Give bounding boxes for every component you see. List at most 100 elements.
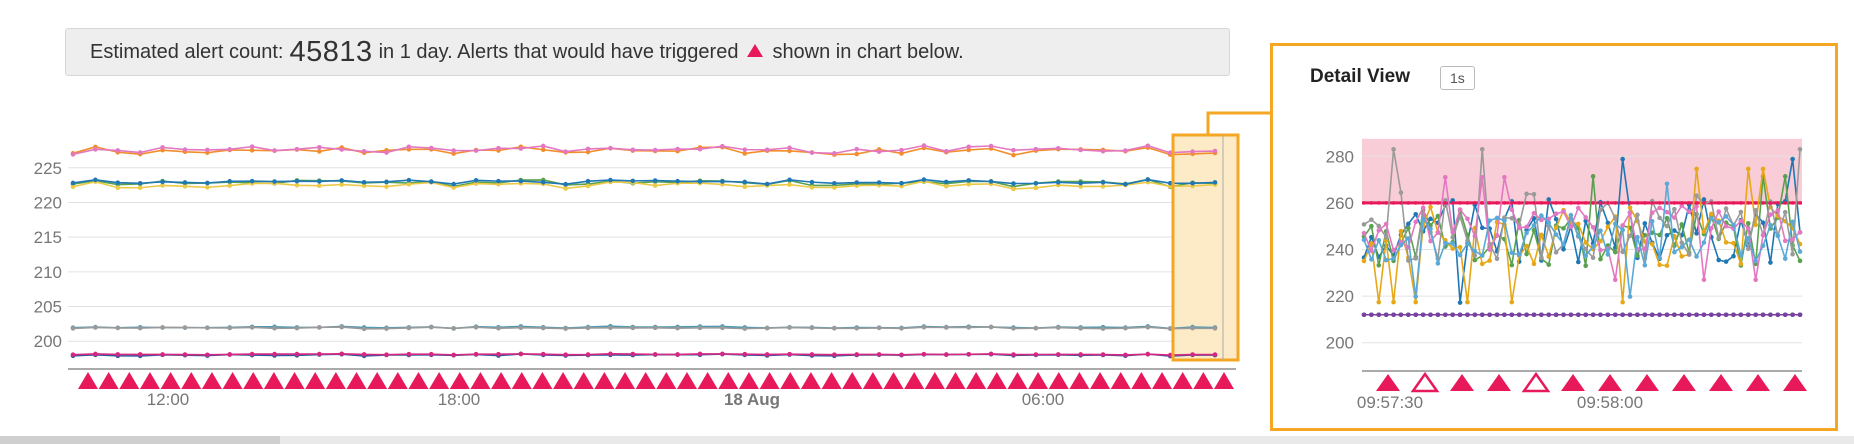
data-point — [1369, 257, 1374, 262]
data-point — [1716, 220, 1722, 225]
data-point — [1709, 225, 1714, 231]
data-point — [787, 351, 792, 357]
data-point — [1413, 219, 1419, 225]
data-point — [943, 352, 949, 357]
data-point — [1612, 216, 1618, 221]
data-point — [1212, 352, 1218, 357]
threshold-point — [1436, 201, 1440, 205]
data-point — [585, 325, 591, 331]
data-point — [294, 146, 300, 152]
scrollbar-thumb[interactable] — [0, 436, 280, 444]
data-point — [1612, 312, 1618, 318]
data-point — [854, 352, 860, 357]
threshold-point — [1369, 201, 1374, 205]
data-point — [1686, 252, 1692, 257]
data-point — [1664, 232, 1670, 238]
data-point — [1450, 235, 1455, 240]
threshold-point — [1657, 201, 1662, 205]
data-point — [1406, 258, 1411, 263]
data-point — [1033, 146, 1039, 152]
series-line — [72, 326, 1216, 330]
threshold-point — [1384, 201, 1388, 205]
data-point — [988, 351, 994, 357]
data-point — [1398, 242, 1404, 248]
data-point — [1738, 209, 1744, 215]
data-point — [1716, 209, 1722, 214]
alert-marker — [1214, 372, 1234, 389]
data-point — [1627, 294, 1633, 299]
data-point — [1679, 222, 1685, 227]
data-point — [1745, 166, 1751, 172]
data-point — [1738, 218, 1744, 224]
data-point — [1768, 312, 1773, 318]
data-point — [1790, 237, 1795, 242]
horizontal-scrollbar[interactable] — [0, 436, 1854, 444]
data-point — [1745, 226, 1751, 231]
data-point — [1561, 246, 1566, 252]
data-point — [1383, 312, 1389, 318]
data-point — [1502, 218, 1507, 223]
data-point — [1583, 263, 1588, 269]
data-point — [966, 181, 971, 187]
data-point — [1620, 299, 1625, 305]
data-point — [205, 180, 210, 186]
data-point — [1649, 210, 1655, 215]
alert-marker — [346, 372, 367, 389]
data-point — [899, 352, 904, 358]
data-point — [1642, 246, 1648, 252]
y-tick-label: 280 — [1326, 147, 1354, 166]
data-point — [473, 178, 479, 183]
alert-marker-hollow — [1521, 371, 1551, 393]
alert-marker — [1193, 372, 1214, 389]
threshold-point — [1776, 201, 1780, 205]
data-point — [1413, 299, 1419, 305]
threshold-point — [1450, 201, 1455, 205]
data-point — [1123, 181, 1128, 187]
alert-marker — [139, 372, 160, 389]
data-point — [1383, 257, 1389, 263]
data-point — [1516, 252, 1522, 258]
data-point — [1679, 240, 1685, 245]
data-point — [1790, 251, 1795, 257]
data-point — [518, 146, 524, 151]
data-point — [1701, 277, 1707, 283]
data-point — [988, 143, 994, 149]
data-point — [563, 149, 568, 154]
data-point — [1100, 326, 1106, 331]
data-point — [1539, 255, 1544, 260]
data-point — [1745, 312, 1751, 318]
data-point — [1753, 222, 1758, 228]
data-point — [1420, 205, 1426, 211]
threshold-point — [1391, 201, 1396, 205]
data-point — [1033, 352, 1039, 357]
alert-marker — [1709, 374, 1733, 391]
alert-marker — [1450, 374, 1474, 391]
data-point — [317, 325, 322, 330]
data-point — [1011, 181, 1016, 186]
data-point — [1686, 312, 1692, 318]
data-point — [1383, 238, 1389, 243]
data-point — [93, 147, 98, 152]
data-point — [473, 148, 479, 153]
data-point — [1598, 247, 1603, 253]
data-point — [1642, 221, 1648, 226]
data-point — [1686, 209, 1692, 215]
data-point — [428, 179, 434, 185]
data-point — [406, 325, 412, 331]
data-point — [1123, 352, 1128, 358]
threshold-point — [1665, 201, 1669, 205]
banner-prefix: Estimated alert count: — [90, 40, 284, 63]
data-point — [1145, 177, 1151, 182]
data-point — [1167, 326, 1173, 332]
alert-marker — [676, 372, 697, 389]
data-point — [809, 325, 815, 331]
data-point — [1398, 190, 1404, 195]
data-point — [205, 147, 210, 153]
data-point — [1553, 216, 1559, 222]
data-point — [317, 183, 322, 189]
data-point — [1369, 312, 1374, 318]
threshold-point — [1724, 201, 1728, 205]
threshold-point — [1702, 201, 1706, 205]
